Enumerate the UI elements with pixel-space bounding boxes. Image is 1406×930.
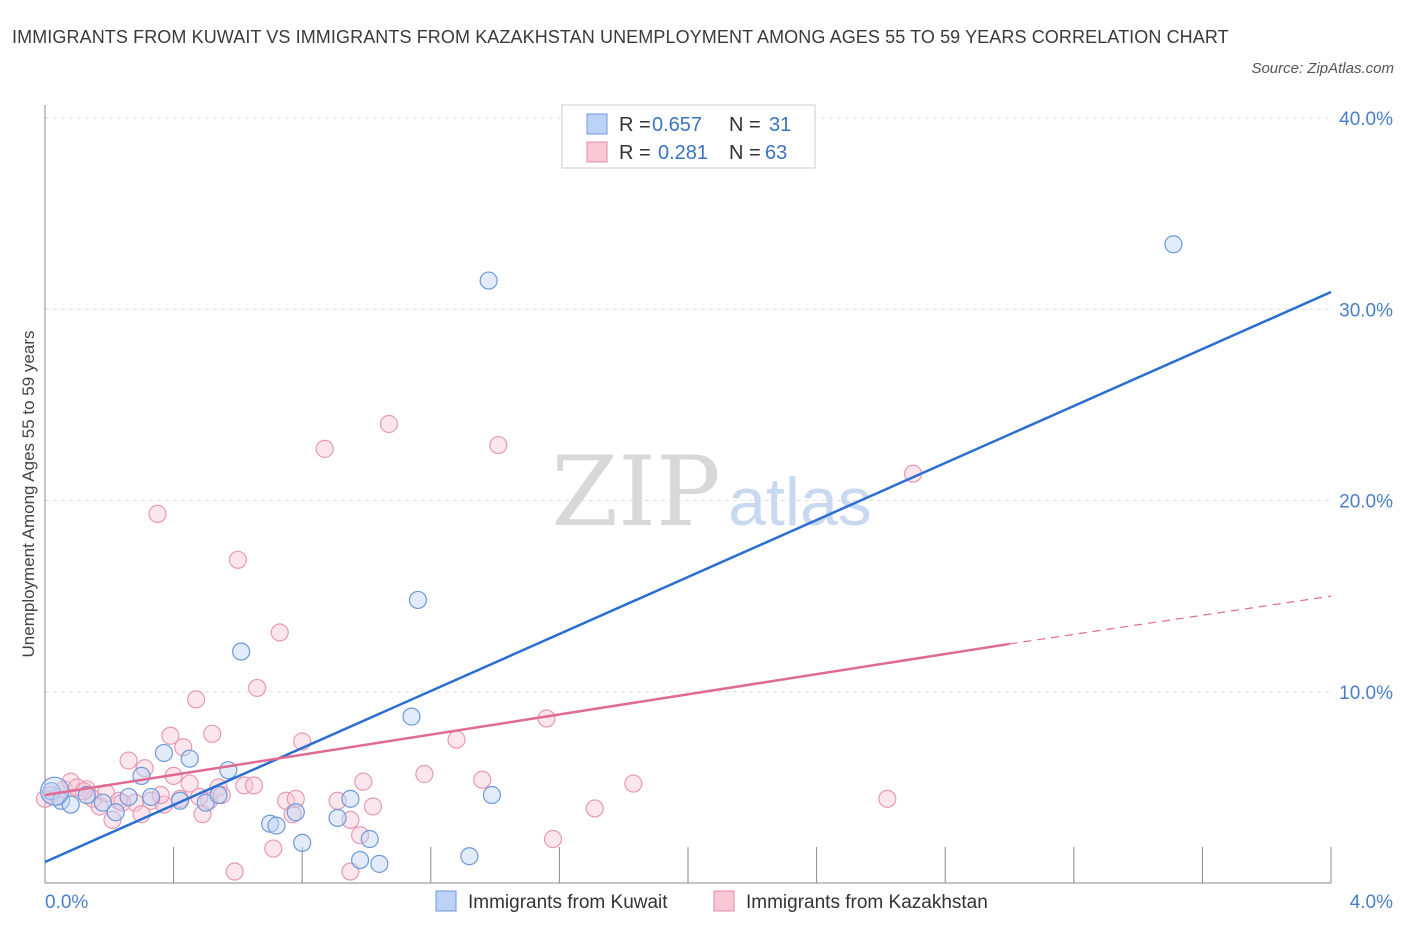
point-kuwait [360, 829, 379, 849]
point-kuwait [141, 787, 161, 807]
y-tick-labels: 10.0% 20.0% 30.0% 40.0% [1339, 109, 1393, 704]
legend-r-label-kazakhstan: R = [619, 142, 651, 164]
trendline-kuwait [44, 290, 1332, 864]
legend-n-value-kazakhstan: 63 [765, 142, 787, 164]
y-axis-label: Unemployment Among Ages 55 to 59 years [19, 331, 38, 658]
point-kazakhstan [264, 839, 283, 858]
point-kuwait [106, 803, 125, 822]
point-kazakhstan [350, 826, 370, 845]
point-kuwait [232, 642, 251, 661]
point-kazakhstan [187, 690, 206, 709]
point-kuwait [1164, 235, 1183, 254]
point-kazakhstan [235, 776, 254, 795]
x-tick-label-max: 4.0% [1350, 892, 1393, 913]
legend-swatch-kuwait [586, 113, 608, 135]
point-kazakhstan [315, 439, 334, 458]
point-kuwait [154, 743, 174, 763]
legend-r-value-kuwait: 0.657 [652, 114, 702, 136]
point-kuwait [260, 814, 280, 833]
point-kuwait [482, 785, 501, 805]
trendline-kazakhstan-extension [1009, 595, 1332, 645]
series-kuwait-points [40, 235, 1183, 873]
point-kazakhstan [180, 774, 199, 793]
x-tick-label-min: 0.0% [45, 892, 88, 913]
legend-n-value-kuwait: 31 [769, 114, 791, 136]
legend-n-label-kuwait: N = [729, 114, 761, 136]
point-kazakhstan [286, 789, 305, 808]
bottom-legend-swatch-kazakhstan [713, 890, 735, 912]
point-kazakhstan [174, 738, 193, 757]
series-kazakhstan-points [35, 414, 923, 881]
bottom-legend-label-kuwait: Immigrants from Kuwait [468, 892, 668, 913]
point-kuwait [180, 749, 199, 768]
point-kazakhstan [447, 730, 466, 749]
point-kazakhstan [109, 791, 129, 810]
point-kazakhstan [119, 751, 138, 770]
point-kuwait [119, 787, 138, 807]
source-label: Source: ZipAtlas.com [1251, 60, 1394, 77]
point-kuwait [267, 816, 286, 835]
legend-box: R = 0.657 N = 31 R = 0.281 N = 63 [561, 104, 816, 169]
point-kuwait [209, 785, 228, 805]
point-kazakhstan [248, 678, 267, 698]
point-kazakhstan [225, 862, 244, 881]
point-kuwait [350, 850, 370, 870]
point-kuwait [286, 803, 305, 822]
legend-r-label-kuwait: R = [619, 114, 651, 136]
point-kazakhstan [363, 797, 383, 816]
point-kuwait [293, 833, 312, 852]
y-tick-label: 20.0% [1339, 492, 1393, 513]
point-kazakhstan [878, 789, 897, 808]
gridlines [45, 117, 1331, 693]
legend-swatch-kazakhstan [586, 141, 608, 163]
y-tick-label: 40.0% [1339, 109, 1393, 130]
point-kazakhstan [543, 829, 563, 849]
point-kazakhstan [283, 805, 302, 824]
trendline-kazakhstan [44, 642, 1010, 797]
point-kazakhstan [148, 504, 167, 523]
y-tick-label: 10.0% [1339, 683, 1393, 704]
point-kuwait [93, 793, 112, 812]
point-kuwait [328, 808, 347, 828]
legend-r-value-kazakhstan: 0.281 [658, 142, 708, 164]
point-kazakhstan [585, 799, 604, 818]
point-kazakhstan [489, 435, 508, 455]
point-kazakhstan [161, 726, 180, 745]
point-kazakhstan [228, 550, 247, 569]
point-kazakhstan [270, 623, 289, 642]
point-kuwait [408, 590, 428, 610]
point-kuwait [370, 854, 389, 873]
y-tick-label: 30.0% [1339, 300, 1393, 321]
bottom-legend-label-kazakhstan: Immigrants from Kazakhstan [746, 892, 988, 913]
point-kuwait [479, 271, 498, 290]
x-axis-ticks [44, 847, 1332, 883]
point-kazakhstan [473, 770, 492, 789]
point-kazakhstan [244, 776, 264, 795]
point-kazakhstan [415, 764, 434, 784]
watermark-zip: ZIP [551, 436, 720, 548]
point-kuwait [460, 847, 479, 866]
bottom-legend-swatch-kuwait [435, 890, 457, 912]
chart-title: IMMIGRANTS FROM KUWAIT VS IMMIGRANTS FRO… [12, 27, 1229, 47]
point-kuwait [341, 789, 360, 808]
point-kazakhstan [354, 772, 373, 791]
bottom-legend: Immigrants from Kuwait Immigrants from K… [435, 890, 988, 913]
point-kuwait [61, 795, 80, 814]
point-kazakhstan [203, 724, 222, 743]
point-kazakhstan [379, 414, 399, 434]
point-kazakhstan [624, 774, 643, 793]
point-kuwait [402, 707, 421, 726]
legend-n-label-kazakhstan: N = [729, 142, 761, 164]
point-kuwait [77, 785, 96, 805]
